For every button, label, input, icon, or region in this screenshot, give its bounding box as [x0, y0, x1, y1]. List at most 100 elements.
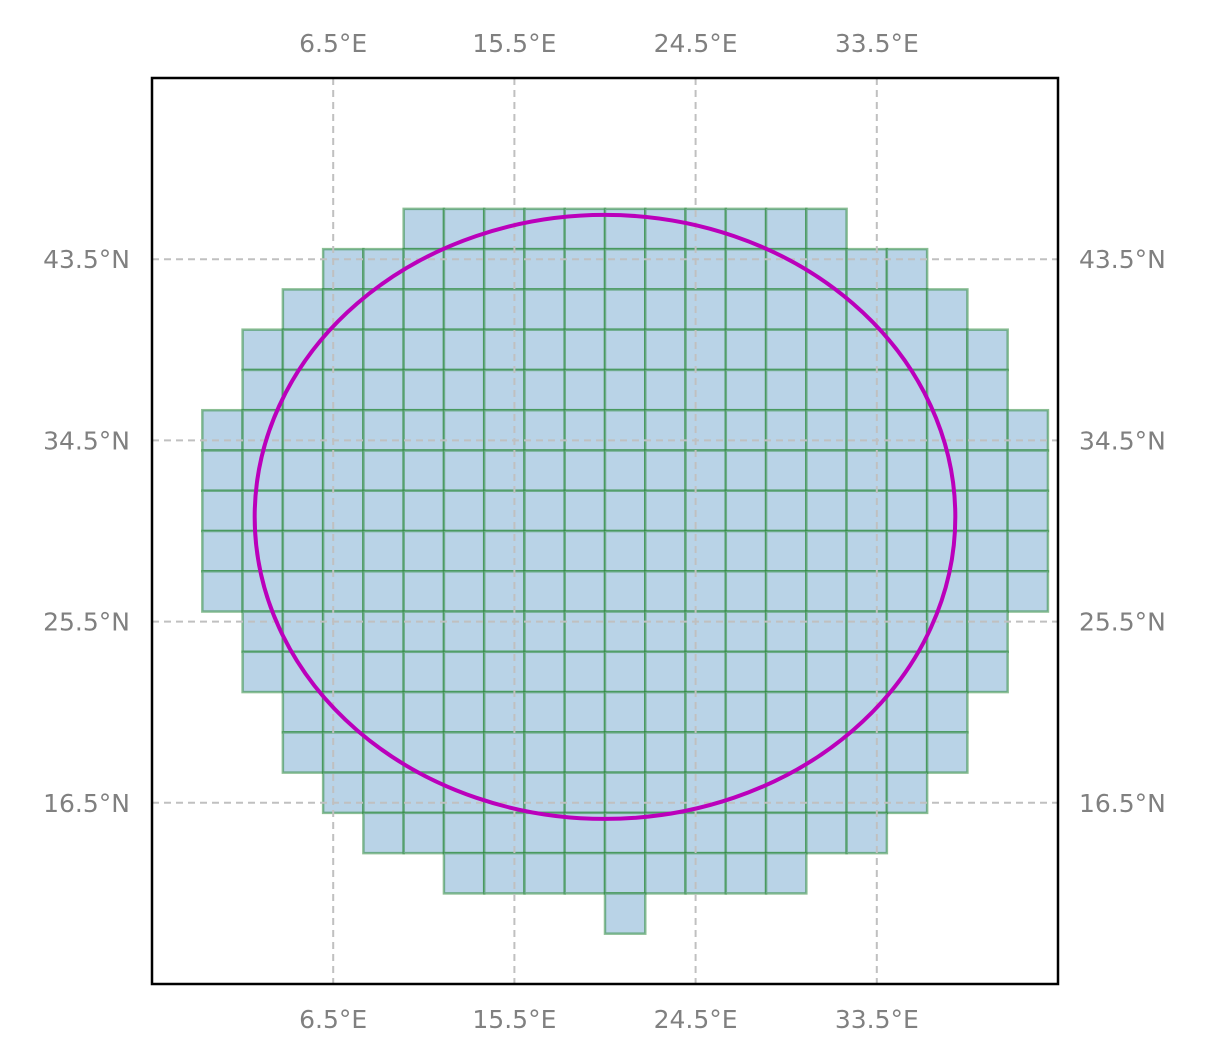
grid-cell [603, 771, 647, 815]
grid-cell [482, 368, 526, 412]
grid-cell [644, 328, 687, 372]
grid-cell [523, 368, 566, 412]
grid-cell [724, 731, 768, 774]
grid-cell [281, 570, 325, 613]
grid-cell [201, 529, 244, 573]
grid-cell [644, 731, 687, 774]
grid-cell [603, 529, 647, 573]
grid-cell [281, 690, 325, 734]
grid-cell [724, 288, 768, 331]
grid-cell [482, 731, 526, 774]
grid-cell [563, 650, 607, 694]
grid-cell [321, 771, 365, 815]
grid-cell [845, 570, 889, 613]
grid-cell [563, 408, 607, 452]
grid-cell [805, 570, 848, 613]
grid-cell [644, 610, 687, 654]
grid-cell [563, 368, 607, 412]
grid-cell [402, 408, 446, 452]
grid-cell [523, 650, 566, 694]
grid-cell [805, 207, 848, 251]
grid-cell [523, 771, 566, 815]
grid-cell [764, 288, 808, 331]
grid-cell [845, 731, 889, 774]
grid-cell [241, 650, 285, 694]
grid-cell [684, 690, 728, 734]
grid-cell [523, 328, 566, 372]
grid-cell [1006, 570, 1050, 613]
grid-cell [482, 408, 526, 452]
grid-cell [362, 690, 405, 734]
grid-cell [845, 288, 889, 331]
grid-cell [201, 489, 244, 533]
grid-cell [321, 288, 365, 331]
grid-cell [885, 529, 929, 573]
lat-tick-label-left: 34.5°N [43, 426, 130, 455]
grid-cell [845, 610, 889, 654]
grid-cell [764, 851, 808, 895]
grid-cell [966, 368, 1009, 412]
grid-cell [805, 288, 848, 331]
grid-cell [563, 731, 607, 774]
grid-cell [845, 328, 889, 372]
grid-cell [281, 529, 325, 573]
grid-cell [241, 489, 285, 533]
grid-cell [563, 690, 607, 734]
grid-cell [523, 408, 566, 452]
grid-cell [966, 408, 1009, 452]
grid-cell [805, 650, 848, 694]
grid-cell [482, 247, 526, 291]
grid-cell [523, 207, 566, 251]
grid-cell [402, 690, 446, 734]
grid-cell [1006, 489, 1050, 533]
grid-cell [603, 368, 647, 412]
grid-cell [603, 892, 647, 935]
grid-cell [805, 811, 848, 855]
grid-cell [925, 288, 969, 331]
grid-cell [402, 247, 446, 291]
grid-cell [321, 650, 365, 694]
grid-cell [563, 247, 607, 291]
grid-cell [966, 650, 1009, 694]
grid-cell [764, 207, 808, 251]
grid-cell [523, 811, 566, 855]
grid-cell [644, 690, 687, 734]
grid-cell [644, 288, 687, 331]
grid-cell [402, 328, 446, 372]
grid-cell [724, 811, 768, 855]
grid-cell [885, 288, 929, 331]
grid-cell [805, 328, 848, 372]
lon-tick-label-top: 33.5°E [835, 29, 919, 58]
lon-tick-label-top: 24.5°E [654, 29, 738, 58]
grid-cell [241, 328, 285, 372]
grid-cell [402, 811, 446, 855]
grid-cell [684, 288, 728, 331]
grid-cell [201, 449, 244, 492]
grid-cell [482, 851, 526, 895]
grid-cell [402, 207, 446, 251]
grid-cell [603, 610, 647, 654]
grid-cell [563, 771, 607, 815]
grid-cell [362, 811, 405, 855]
grid-cell [845, 529, 889, 573]
grid-cell [845, 811, 889, 855]
grid-cell [321, 247, 365, 291]
grid-cell [442, 731, 486, 774]
grid-cell [281, 731, 325, 774]
grid-cell [442, 408, 486, 452]
grid-cell [684, 247, 728, 291]
grid-cell [845, 489, 889, 533]
grid-cell [684, 851, 728, 895]
grid-cell [644, 489, 687, 533]
grid-cell [603, 247, 647, 291]
grid-cell [563, 529, 607, 573]
grid-cell [805, 771, 848, 815]
grid-cells-layer [201, 207, 1050, 935]
grid-cell [442, 811, 486, 855]
grid-cell [402, 529, 446, 573]
grid-cell [885, 408, 929, 452]
grid-cell [805, 610, 848, 654]
grid-cell [764, 650, 808, 694]
grid-cell [885, 489, 929, 533]
